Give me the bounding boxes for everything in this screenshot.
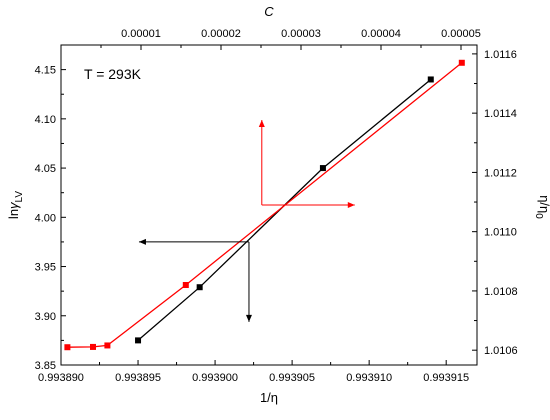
top-tick-label: 0.00002: [201, 28, 241, 40]
series-2-point: [90, 343, 96, 350]
top-axis-title: C: [264, 4, 274, 19]
right-tick-label: 1.0116: [484, 49, 517, 61]
bottom-tick-label: 0.993895: [115, 372, 161, 384]
left-axis-title: lnγLV: [6, 191, 25, 219]
bottom-tick-label: 0.993890: [38, 372, 84, 384]
left-axis-ticks: 3.85 3.90 3.95 4.00 4.05 4.10 4.15: [35, 65, 66, 372]
top-axis-ticks: 0.00001 0.00002 0.00003 0.00004 0.00005: [100, 28, 481, 50]
right-tick-label: 1.0114: [484, 108, 517, 120]
left-axis-title-symbol: γ: [6, 201, 21, 209]
black-arrow-left-head: [138, 238, 146, 245]
series-layer: [64, 59, 465, 351]
bottom-tick-label: 0.993910: [346, 372, 392, 384]
series-2-point: [64, 344, 71, 351]
left-tick-label: 4.05: [35, 163, 56, 175]
right-tick-label: 1.0106: [484, 345, 518, 357]
series-1-line: [137, 78, 432, 341]
bottom-tick-label: 0.993915: [423, 372, 469, 384]
bottom-axis-title: 1/η: [260, 390, 278, 405]
red-arrow-right-head: [347, 202, 355, 208]
left-axis-title-main: ln: [6, 209, 21, 219]
series-1-point: [135, 337, 142, 344]
series-2-point: [182, 282, 189, 288]
top-tick-label: 0.00005: [441, 28, 481, 40]
right-axis-title-main: η/η: [537, 195, 550, 213]
right-tick-label: 1.0110: [484, 227, 517, 239]
top-tick-label: 0.00001: [121, 28, 161, 40]
bottom-axis-ticks: 0.993890 0.993895 0.993900 0.993905 0.993910…: [38, 360, 469, 384]
top-tick-label: 0.00004: [361, 28, 401, 40]
right-tick-label: 1.0108: [484, 286, 518, 298]
bottom-tick-label: 0.993900: [192, 372, 238, 384]
plot-frame: [60, 44, 478, 366]
red-arrow-up-head: [258, 120, 265, 127]
black-arrow-down-head: [245, 314, 252, 322]
arrow-layer: [138, 120, 355, 322]
right-axis-title-subscript: 0: [533, 213, 544, 219]
right-axis-title: η/η0: [533, 195, 550, 219]
right-axis-ticks: 1.0106 1.0108 1.0110 1.0112 1.0114 1.0116: [472, 49, 518, 357]
left-tick-label: 3.90: [35, 311, 56, 323]
left-tick-label: 3.95: [35, 262, 56, 274]
right-tick-label: 1.0112: [484, 167, 517, 179]
left-tick-label: 4.00: [35, 212, 56, 224]
series-1-point: [427, 76, 434, 83]
left-tick-label: 4.10: [35, 114, 56, 126]
series-2-point: [104, 342, 111, 349]
left-axis-title-subscript: LV: [14, 191, 25, 203]
left-tick-label: 3.85: [35, 360, 56, 372]
left-tick-label: 4.15: [35, 65, 56, 77]
temperature-annotation: T = 293K: [84, 66, 142, 82]
series-2-point: [458, 59, 465, 66]
series-1-point: [319, 165, 326, 172]
series-1-point: [196, 284, 203, 291]
top-tick-label: 0.00003: [281, 28, 321, 40]
bottom-tick-label: 0.993905: [269, 372, 315, 384]
